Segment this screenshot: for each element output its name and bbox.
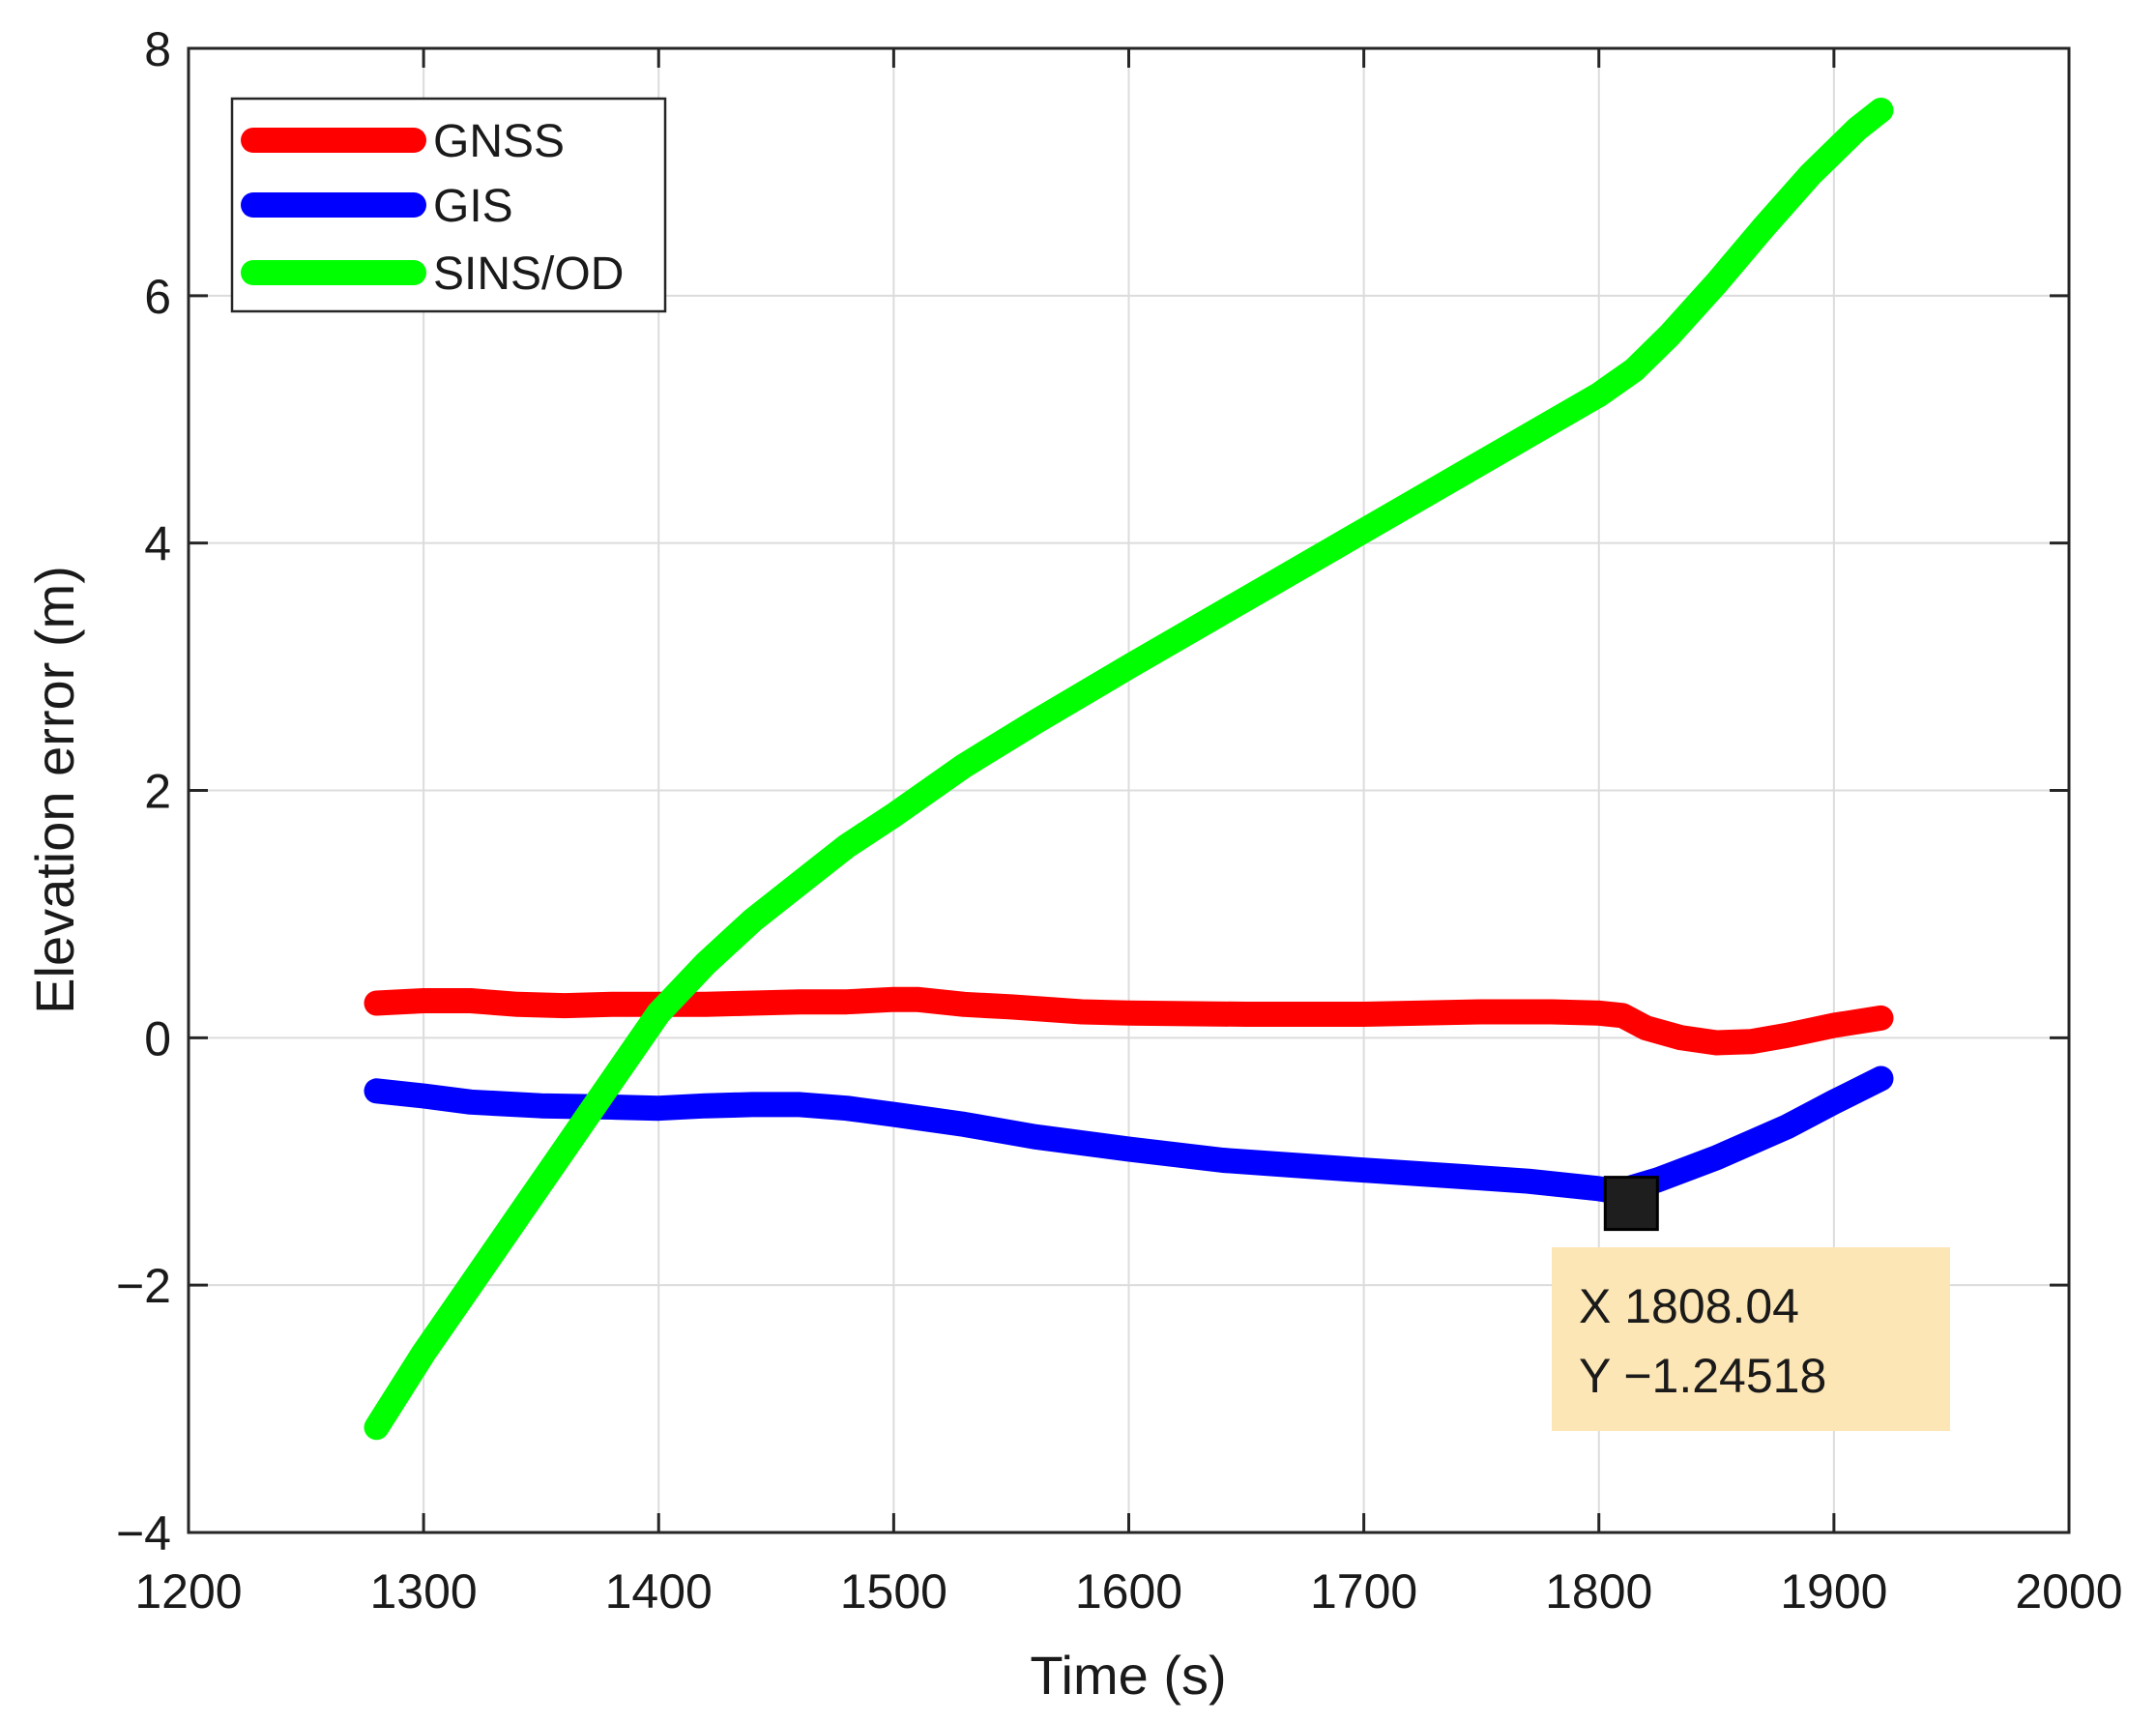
y-tick-label: 0 [144,1011,171,1065]
x-tick-labels: 1200 1300 1400 1500 1600 1700 1800 1900 2000 [134,1564,2122,1619]
y-tick-label: 6 [144,270,171,324]
data-tip-box [1552,1247,1950,1431]
series-line-sins-od [364,98,1894,1441]
data-tip-y-value: Y −1.24518 [1579,1349,1826,1403]
y-tick-labels: −4 −2 0 2 4 6 8 [116,22,171,1561]
legend-label-sins-od: SINS/OD [433,248,624,300]
data-tip[interactable]: X 1808.04 Y −1.24518 [1552,1176,1950,1431]
legend-label-gnss: GNSS [433,116,565,167]
legend-label-gis: GIS [433,181,513,232]
y-tick-label: 2 [144,765,171,819]
x-tick-label: 1500 [840,1564,947,1619]
y-tick-label: 8 [144,22,171,76]
x-tick-label: 2000 [2015,1564,2122,1619]
data-tip-marker[interactable] [1603,1176,1659,1232]
series-line-gnss [364,986,1894,1056]
x-axis-label: Time (s) [1030,1645,1226,1706]
x-tick-label: 1600 [1075,1564,1182,1619]
x-tick-label: 1300 [370,1564,478,1619]
x-tick-label: 1700 [1310,1564,1417,1619]
x-tick-label: 1900 [1780,1564,1887,1619]
x-tick-label: 1400 [605,1564,713,1619]
legend: GNSS GIS SINS/OD [230,97,667,313]
data-tip-x-value: X 1808.04 [1579,1279,1799,1333]
y-axis-label: Elevation error (m) [24,566,85,1014]
axis-ticks [187,46,2071,1534]
x-tick-label: 1800 [1545,1564,1652,1619]
x-tick-label: 1200 [134,1564,242,1619]
y-tick-label: −4 [116,1506,171,1561]
y-tick-label: −2 [116,1259,171,1313]
y-tick-label: 4 [144,517,171,571]
